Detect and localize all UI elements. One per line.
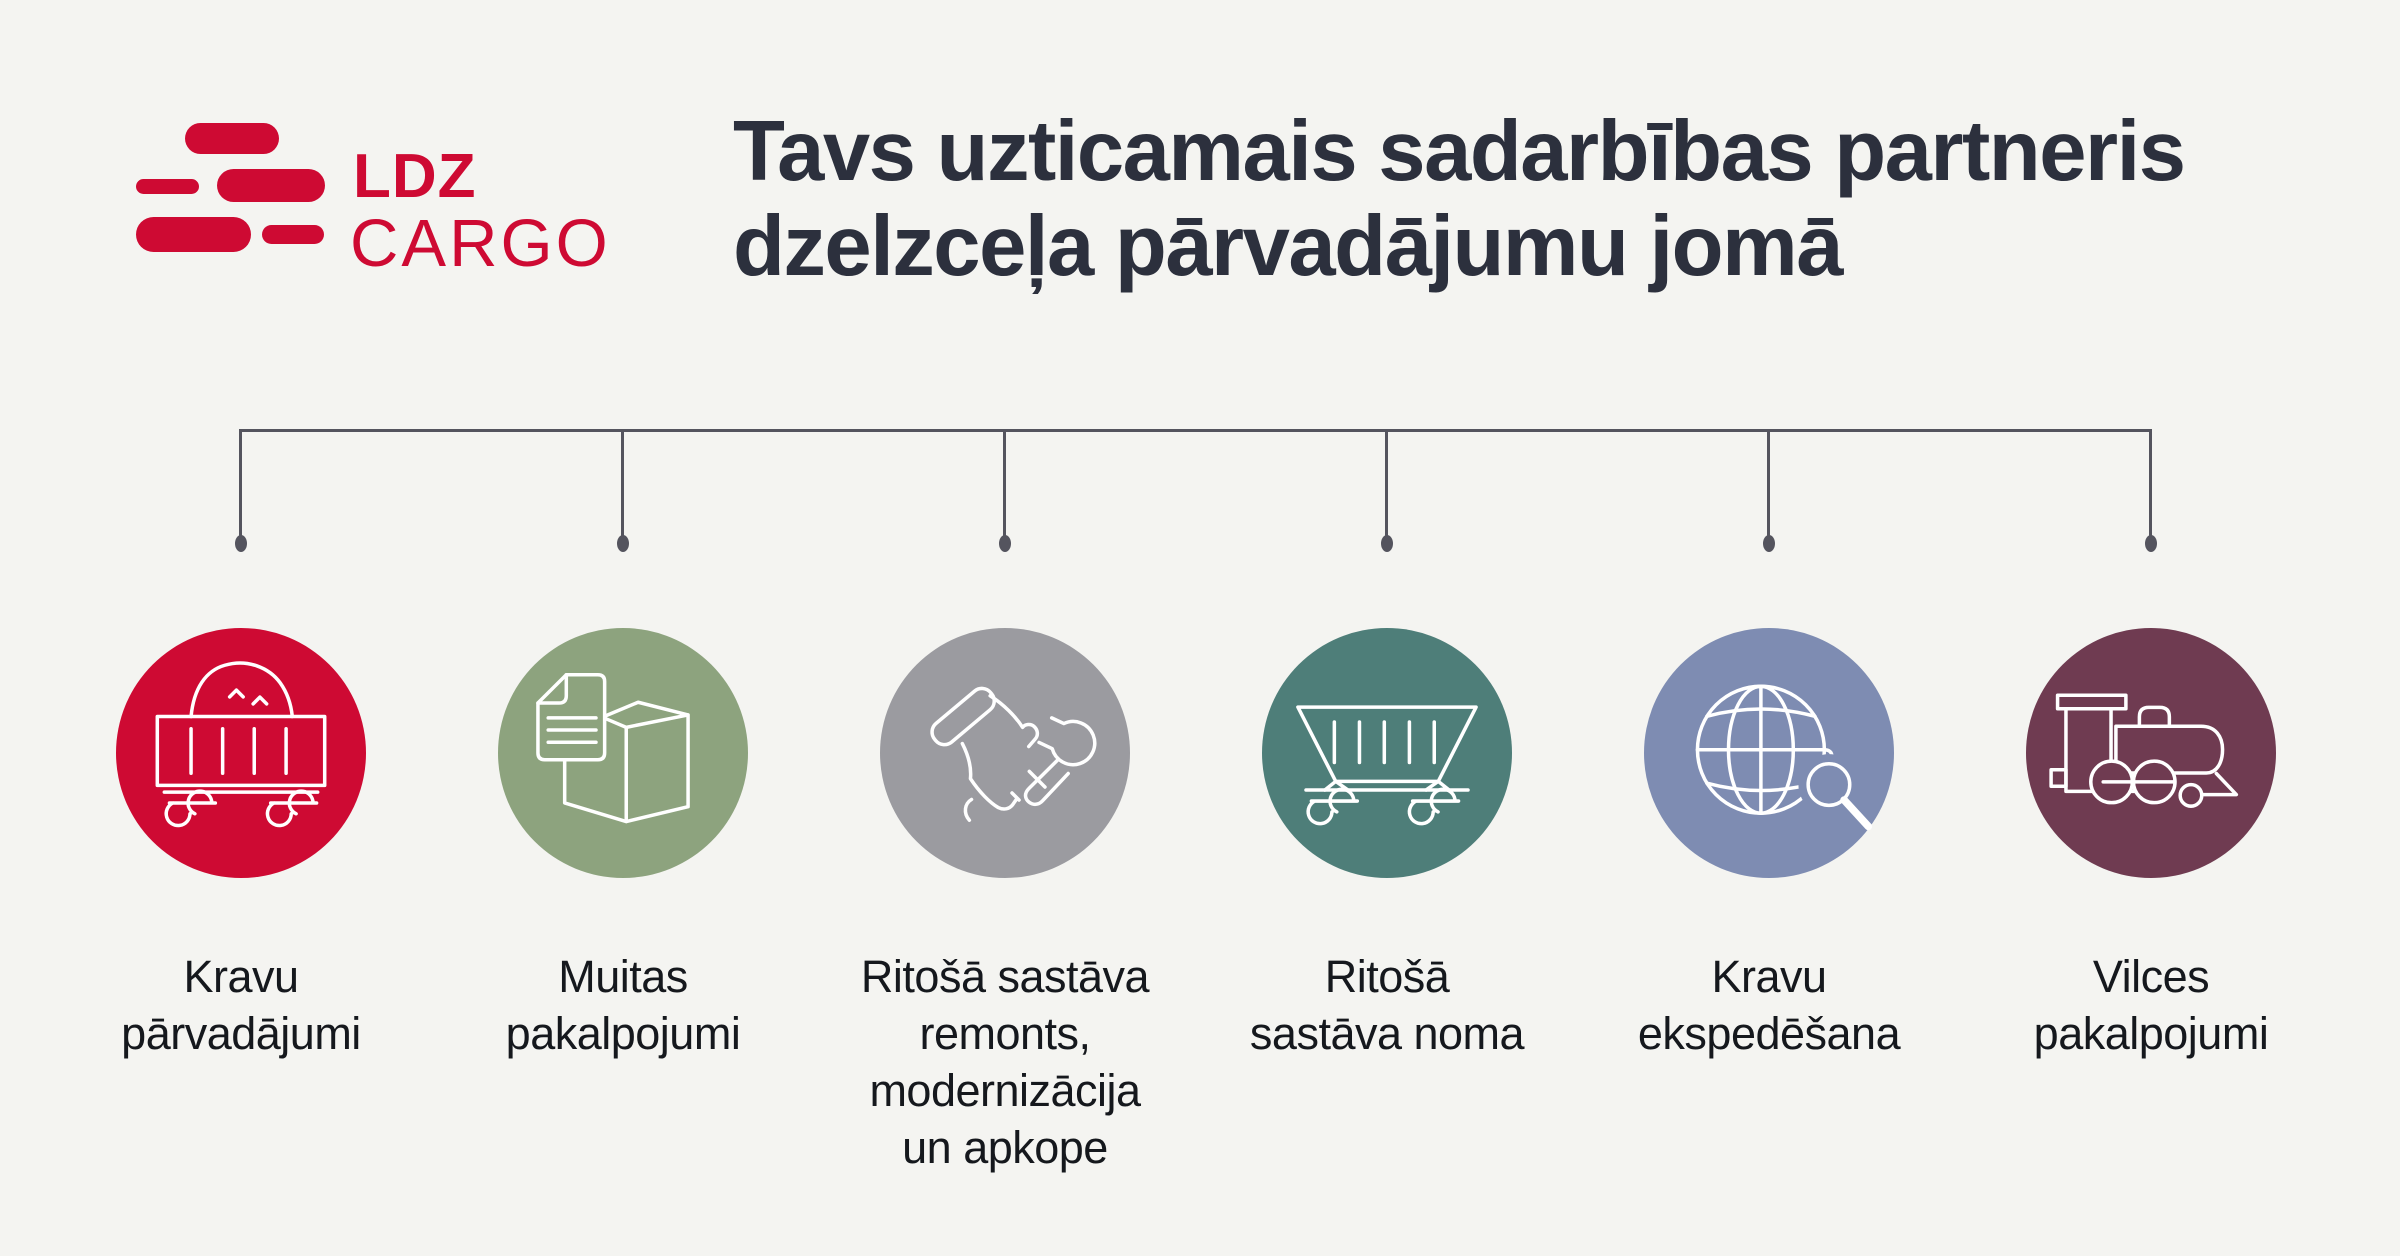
connector-dot [235, 535, 247, 552]
service-circle [1644, 628, 1894, 878]
connector-dot [1763, 535, 1775, 552]
service-column-ekspedesana: Kravu ekspedēšana [1579, 0, 1959, 1256]
service-label: Vilces pakalpojumi [2033, 951, 2269, 1059]
logo-bar [185, 123, 279, 154]
connector-dot [999, 535, 1011, 552]
hopper-wagon-icon [1296, 705, 1478, 826]
connector-vertical-line [239, 429, 242, 536]
connector-dot [1381, 535, 1393, 552]
connector-vertical-line [1767, 429, 1770, 536]
service-column-vilces: Vilces pakalpojumi [1961, 0, 2341, 1256]
customs-document-box-icon [536, 672, 690, 824]
globe-magnifier-icon [1695, 684, 1873, 831]
service-label: Ritošā sastāva noma [1249, 951, 1525, 1059]
logo-bar [217, 169, 325, 202]
service-column-noma: Ritošā sastāva noma [1197, 0, 1577, 1256]
service-column-kravu-parvadajumi: Kravu pārvadājumi [51, 0, 431, 1256]
locomotive-wheel [2178, 782, 2204, 808]
logo-text-cargo: CARGO [350, 206, 611, 281]
page-title-line1: Tavs uzticamais sadarbības partneris [733, 104, 2186, 199]
connector-vertical-line [2149, 429, 2152, 536]
service-column-remonts: Ritošā sastāva remonts, modernizācija un… [815, 0, 1195, 1256]
logo-bar [136, 179, 199, 194]
service-circle [1262, 628, 1512, 878]
connector-vertical-line [1003, 429, 1006, 536]
freight-wagon-icon [155, 661, 327, 828]
service-label: Muitas pakalpojumi [505, 951, 741, 1059]
service-column-muitas-pakalpojumi: Muitas pakalpojumi [433, 0, 813, 1256]
connector-horizontal-line [241, 429, 2151, 432]
page-title-line2: dzelzceļa pārvadājumu jomā [733, 199, 1843, 294]
logo-bar [136, 217, 251, 252]
ldz-cargo-logo: LDZ CARGO [136, 120, 616, 310]
connector-vertical-line [1385, 429, 1388, 536]
service-circle [880, 628, 1130, 878]
service-label: Kravu ekspedēšana [1637, 951, 1901, 1059]
connector-vertical-line [621, 429, 624, 536]
logo-text-ldz: LDZ [353, 142, 477, 211]
connector-dot [2145, 535, 2157, 552]
logo-bar [262, 225, 324, 244]
hand-wrench-icon [930, 686, 1097, 822]
service-label: Kravu pārvadājumi [121, 951, 361, 1059]
page-title: Tavs uzticamais sadarbības partneris dze… [733, 104, 2186, 294]
connector-dot [617, 535, 629, 552]
locomotive-icon [2049, 693, 2239, 808]
service-label: Ritošā sastāva remonts, modernizācija un… [860, 951, 1150, 1173]
